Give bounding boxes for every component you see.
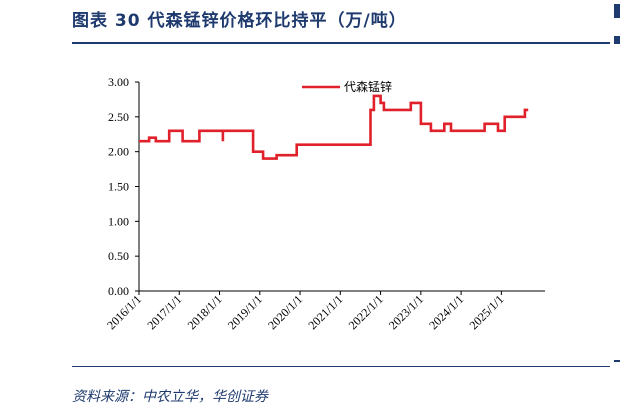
series-line: [139, 94, 529, 160]
y-tick-label: 2.50: [108, 110, 129, 124]
edge-mark: [614, 4, 620, 18]
x-axis: 2016/1/1 2017/1/1 2018/1/1 2019/1/1 2020/1/1…: [104, 290, 545, 332]
y-tick-label: 0.50: [108, 249, 129, 263]
source-note: 资料来源：中农立华，华创证券: [72, 389, 268, 405]
x-tick-label: 2020/1/1: [265, 292, 305, 332]
y-tick-label: 3.00: [108, 75, 129, 89]
figure-title: 图表 30 代森锰锌价格环比持平（万/吨）: [72, 11, 407, 31]
x-tick-label: 2016/1/1: [104, 292, 144, 332]
y-tick-label: 0.00: [108, 284, 129, 298]
y-tick-label: 1.50: [108, 180, 129, 194]
edge-mark: [614, 360, 620, 362]
x-tick-label: 2023/1/1: [386, 292, 426, 332]
y-axis: 0.00 0.50 1.00 1.50 2.00 2.50 3.00: [108, 75, 140, 298]
x-tick-label: 2025/1/1: [466, 292, 506, 332]
x-tick-label: 2021/1/1: [305, 292, 345, 332]
x-tick-label: 2019/1/1: [225, 292, 265, 332]
y-tick-label: 2.00: [108, 145, 129, 159]
title-rule: [72, 42, 610, 44]
x-tick-label: 2018/1/1: [185, 292, 225, 332]
legend-label: 代森锰锌: [344, 79, 392, 94]
x-tick-label: 2017/1/1: [144, 292, 184, 332]
edge-mark: [614, 36, 620, 44]
y-tick-label: 1.00: [108, 214, 129, 228]
x-tick-label: 2022/1/1: [346, 292, 386, 332]
series-group: [139, 94, 529, 160]
source-rule: [72, 366, 610, 367]
legend: 代森锰锌: [302, 79, 392, 94]
x-tick-label: 2024/1/1: [426, 292, 466, 332]
